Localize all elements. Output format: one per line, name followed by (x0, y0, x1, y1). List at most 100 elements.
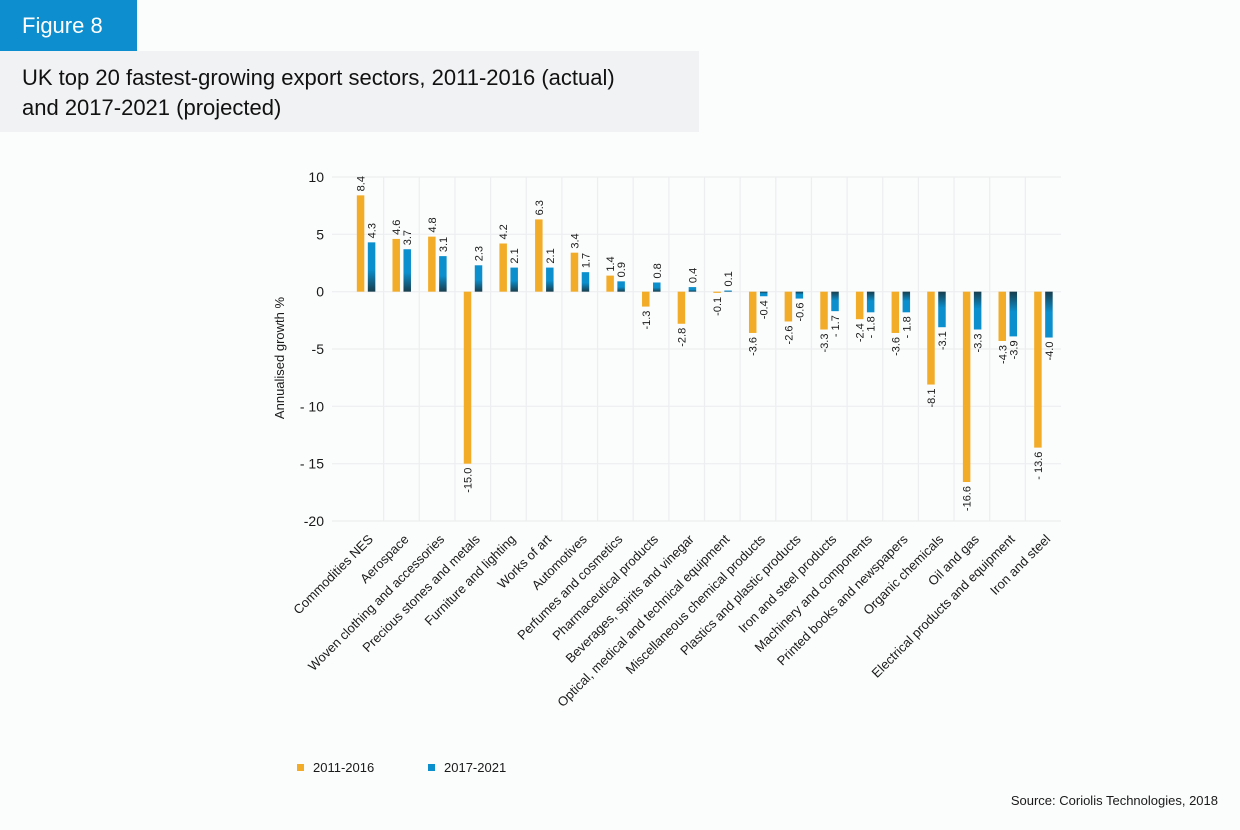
bar-2017-2021 (795, 291, 804, 299)
bar-2017-2021 (688, 287, 697, 292)
x-category-label: Woven clothing and accessories (305, 531, 448, 674)
bar-2017-2021 (1009, 291, 1018, 337)
y-tick-label: 10 (308, 169, 324, 185)
bar-2011-2016 (855, 291, 864, 320)
bar-2017-2021 (510, 267, 518, 292)
data-label-2011-2016: -3.3 (819, 334, 831, 353)
data-label-2017-2021: 2.1 (509, 248, 521, 263)
bar-2011-2016 (606, 275, 614, 292)
data-label-2011-2016: 4.2 (498, 224, 510, 239)
bar-2017-2021 (653, 282, 661, 292)
bar-2017-2021 (902, 291, 911, 313)
legend-swatch-2017-2021 (428, 764, 435, 771)
bar-2017-2021 (973, 291, 982, 330)
chart-title: UK top 20 fastest-growing export sectors… (0, 51, 699, 132)
bar-2011-2016 (784, 291, 793, 322)
data-label-2017-2021: 2.3 (474, 246, 486, 261)
bar-2011-2016 (428, 236, 436, 292)
legend-label-2017-2021: 2017-2021 (444, 760, 507, 775)
data-label-2011-2016: -8.1 (926, 389, 938, 408)
bar-2017-2021 (403, 249, 411, 292)
data-label-2017-2021: - 1.7 (830, 315, 842, 337)
bar-2017-2021 (1045, 291, 1053, 338)
bar-2011-2016 (677, 291, 686, 324)
bar-2011-2016 (642, 291, 650, 307)
data-label-2011-2016: -4.3 (997, 345, 1009, 364)
chart-title-line-1: UK top 20 fastest-growing export sectors… (22, 65, 615, 90)
bar-2011-2016 (570, 252, 579, 292)
bar-2011-2016 (463, 291, 472, 464)
data-label-2017-2021: -4.0 (1044, 342, 1056, 361)
data-label-2011-2016: 4.6 (391, 220, 403, 235)
data-label-2011-2016: -16.6 (962, 486, 974, 511)
bar-2011-2016 (1034, 291, 1042, 448)
bars (356, 195, 1053, 483)
data-label-2017-2021: 4.3 (367, 223, 379, 238)
data-label-2011-2016: 4.8 (427, 217, 439, 232)
legend-label-2011-2016: 2011-2016 (313, 760, 375, 775)
bar-2011-2016 (998, 291, 1007, 341)
bar-2017-2021 (474, 265, 483, 292)
data-label-2011-2016: -2.4 (855, 323, 867, 342)
bar-2017-2021 (831, 291, 839, 312)
data-label-2011-2016: -1.3 (641, 311, 653, 330)
bar-2017-2021 (724, 290, 732, 292)
data-label-2017-2021: - 1.8 (866, 316, 878, 338)
bar-2011-2016 (927, 291, 935, 385)
data-label-2017-2021: 3.1 (438, 237, 450, 252)
data-label-2011-2016: - 13.6 (1033, 452, 1045, 480)
y-tick-label: -5 (312, 341, 325, 357)
data-label-2011-2016: -15.0 (463, 468, 475, 493)
bar-2017-2021 (866, 291, 875, 313)
data-label-2017-2021: -3.9 (1008, 340, 1020, 359)
data-label-2011-2016: 8.4 (356, 176, 368, 191)
figure-badge: Figure 8 (0, 0, 137, 51)
legend-item-2011-2016: 2011-2016 (297, 760, 374, 775)
y-tick-label: 5 (316, 226, 324, 242)
bar-2011-2016 (392, 238, 400, 292)
data-label-2017-2021: 0.1 (723, 271, 735, 286)
data-label-2017-2021: - 1.8 (901, 316, 913, 338)
data-label-2017-2021: 0.8 (652, 263, 664, 278)
data-label-2011-2016: -2.8 (676, 328, 688, 347)
bar-2017-2021 (367, 242, 376, 292)
bar-2017-2021 (617, 281, 625, 292)
source-note: Source: Coriolis Technologies, 2018 (1010, 793, 1218, 808)
data-label-2011-2016: -0.1 (712, 297, 724, 316)
y-tick-label: 0 (316, 284, 324, 300)
bar-2011-2016 (891, 291, 900, 333)
bar-2017-2021 (439, 256, 447, 292)
bar-2011-2016 (356, 195, 365, 292)
chart-title-line-2: and 2017-2021 (projected) (22, 95, 282, 120)
bar-2011-2016 (962, 291, 971, 483)
bar-2011-2016 (713, 291, 721, 293)
y-axis-label: Annualised growth % (272, 297, 287, 420)
data-label-2011-2016: 6.3 (534, 200, 546, 215)
bar-2017-2021 (938, 291, 946, 328)
data-label-2017-2021: 0.4 (687, 268, 699, 283)
data-label-2017-2021: 0.9 (616, 262, 628, 277)
bar-2017-2021 (546, 267, 554, 292)
data-label-2017-2021: -0.6 (794, 303, 806, 322)
data-label-2011-2016: 3.4 (569, 233, 581, 248)
data-label-2017-2021: -3.3 (973, 334, 985, 353)
bar-2017-2021 (581, 272, 590, 292)
y-tick-label: - 15 (300, 456, 324, 472)
data-label-2017-2021: -3.1 (937, 331, 949, 350)
bar-2011-2016 (820, 291, 828, 330)
data-label-2011-2016: -3.6 (748, 337, 760, 356)
data-label-2011-2016: -2.6 (783, 325, 795, 344)
bar-2011-2016 (748, 291, 757, 333)
bar-2011-2016 (535, 219, 543, 292)
data-label-2017-2021: -0.4 (759, 300, 771, 319)
data-label-2011-2016: 1.4 (605, 256, 617, 271)
y-tick-label: - 10 (300, 398, 324, 414)
data-label-2017-2021: 2.1 (545, 248, 557, 263)
y-axis-ticks: 10 5 0 -5 - 10 - 15 -20 (300, 169, 324, 529)
data-label-2017-2021: 3.7 (402, 230, 414, 245)
grid-lines (332, 176, 1061, 522)
data-labels: 8.4 4.3 4.63.7 4.8 3.1 -15.0 2.3 4.2 2.1 6.3 2.1 3.… (356, 176, 1056, 511)
bar-2011-2016 (499, 243, 507, 292)
